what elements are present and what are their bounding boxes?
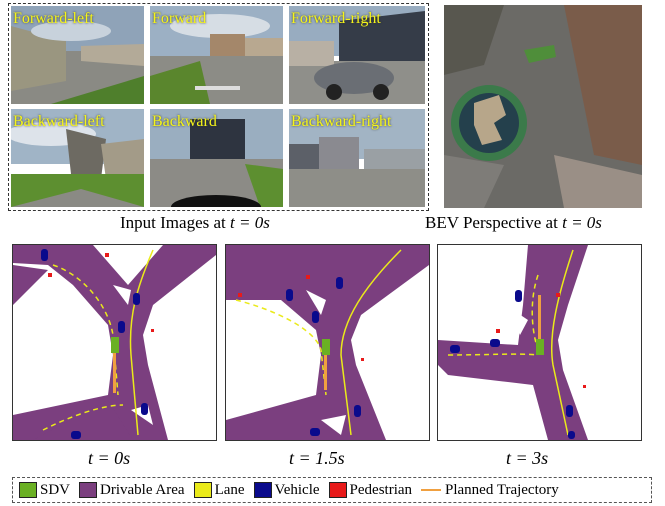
camera-label: Forward-left bbox=[13, 10, 94, 27]
legend-line bbox=[421, 489, 442, 491]
camera-label: Backward-right bbox=[291, 113, 392, 130]
caption-bev-perspective: BEV Perspective at t = 0s bbox=[425, 213, 602, 232]
legend-swatch bbox=[193, 482, 212, 498]
legend-swatch bbox=[19, 482, 37, 498]
legend-item-sdv: SDV bbox=[19, 482, 70, 499]
bev-map-t3 bbox=[437, 244, 642, 441]
legend-item-pedestrian: Pedestrian bbox=[328, 482, 412, 499]
camera-label: Forward bbox=[152, 10, 207, 27]
bev-map-t1-5 bbox=[225, 244, 430, 441]
camera-forward: Forward bbox=[150, 6, 283, 104]
legend-swatch bbox=[328, 482, 347, 498]
camera-forward-left: Forward-left bbox=[11, 6, 144, 104]
legend-swatch bbox=[79, 482, 98, 498]
bev-map-t0 bbox=[12, 244, 217, 441]
legend-item-vehicle: Vehicle bbox=[253, 482, 320, 499]
legend-swatch bbox=[253, 482, 272, 498]
camera-backward: Backward bbox=[150, 109, 283, 207]
camera-label: Backward bbox=[152, 113, 217, 130]
legend-item-planned-trajectory: Planned Trajectory bbox=[421, 482, 559, 499]
input-images-frame bbox=[8, 3, 429, 211]
caption-time-3: t = 3s bbox=[506, 448, 549, 468]
camera-label: Backward-left bbox=[13, 113, 105, 130]
legend-item-lane: Lane bbox=[193, 482, 245, 499]
camera-backward-right: Backward-right bbox=[289, 109, 425, 207]
caption-time-1-5: t = 1.5s bbox=[289, 448, 345, 468]
legend: SDV Drivable Area Lane Vehicle Pedestria… bbox=[12, 477, 652, 503]
legend-item-drivable-area: Drivable Area bbox=[79, 482, 185, 499]
camera-backward-left: Backward-left bbox=[11, 109, 144, 207]
caption-input-images: Input Images at t = 0s bbox=[120, 213, 270, 232]
camera-label: Forward-right bbox=[291, 10, 381, 27]
bev-aerial-photo bbox=[444, 5, 642, 208]
camera-forward-right: Forward-right bbox=[289, 6, 425, 104]
caption-time-0: t = 0s bbox=[88, 448, 131, 468]
